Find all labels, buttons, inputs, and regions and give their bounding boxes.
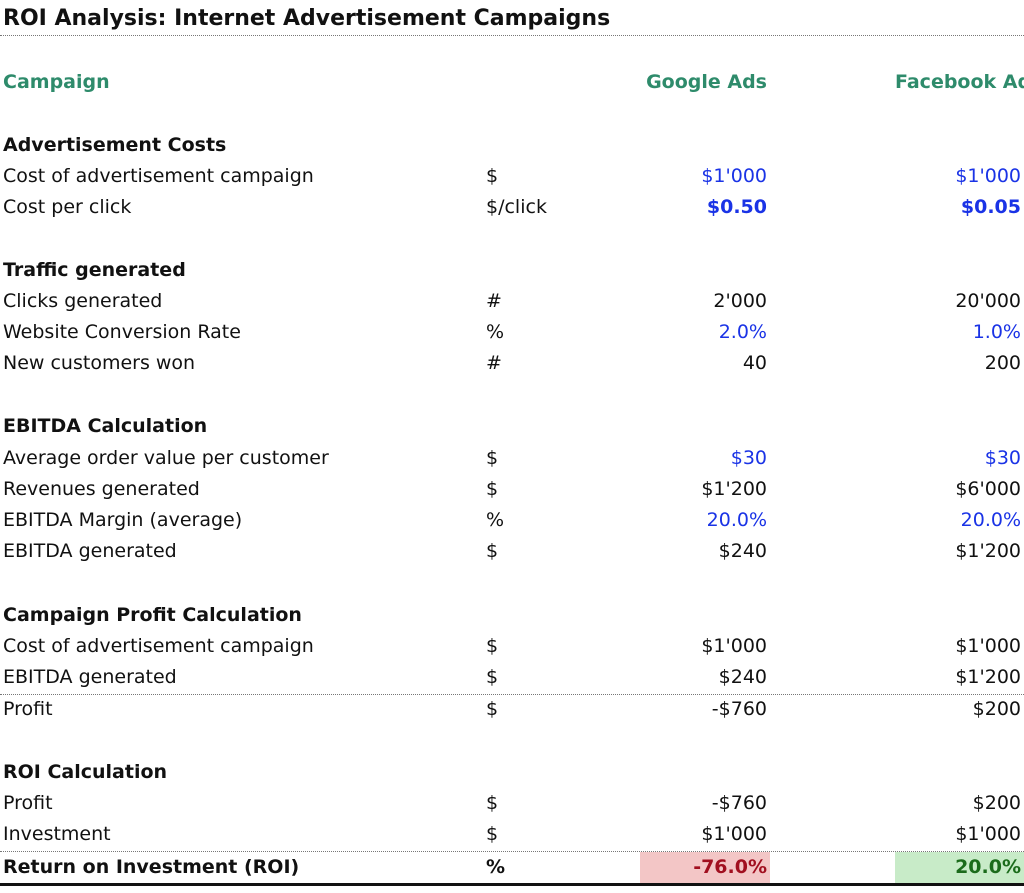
- row-unit: $: [486, 792, 499, 814]
- subtotal-divider: [0, 694, 1024, 695]
- facebook-ads-value[interactable]: $0.05: [960, 196, 1021, 218]
- google-ads-value[interactable]: $240: [718, 540, 767, 562]
- row-label: Revenues generated: [3, 478, 200, 500]
- row-unit: %: [486, 856, 506, 878]
- row-label: Return on Investment (ROI): [3, 856, 300, 878]
- row-unit: $: [486, 540, 499, 562]
- table-row: Profit $ -$760 $200: [0, 788, 1024, 819]
- google-ads-value[interactable]: 2'000: [713, 290, 767, 312]
- row-unit: $: [486, 165, 499, 187]
- facebook-ads-value[interactable]: $1'000: [955, 823, 1021, 845]
- google-ads-value[interactable]: $0.50: [706, 196, 767, 218]
- row-label: Profit: [3, 792, 53, 814]
- table-row: Website Conversion Rate % 2.0% 1.0%: [0, 317, 1024, 348]
- facebook-ads-value[interactable]: $6'000: [955, 478, 1021, 500]
- sheet-title: ROI Analysis: Internet Advertisement Cam…: [3, 6, 611, 31]
- row-unit: $: [486, 478, 499, 500]
- facebook-ads-value[interactable]: $1'000: [955, 165, 1021, 187]
- facebook-ads-value[interactable]: $1'200: [955, 540, 1021, 562]
- row-unit: #: [486, 290, 502, 312]
- facebook-ads-value[interactable]: $200: [972, 698, 1021, 720]
- campaign-header-label: Campaign: [3, 71, 110, 93]
- row-label: Investment: [3, 823, 111, 845]
- facebook-ads-value[interactable]: 20'000: [955, 290, 1021, 312]
- row-label: Clicks generated: [3, 290, 163, 312]
- google-ads-value[interactable]: 40: [742, 352, 767, 374]
- section-title: EBITDA Calculation: [3, 415, 208, 437]
- table-row: Revenues generated $ $1'200 $6'000: [0, 474, 1024, 505]
- row-label: Website Conversion Rate: [3, 321, 241, 343]
- table-row: New customers won # 40 200: [0, 348, 1024, 379]
- section-heading-ebitda-calculation: EBITDA Calculation: [0, 411, 1024, 442]
- google-ads-roi-value[interactable]: -76.0%: [640, 852, 770, 883]
- section-heading-roi-calculation: ROI Calculation: [0, 757, 1024, 788]
- section-title: Advertisement Costs: [3, 134, 227, 156]
- google-ads-value[interactable]: 2.0%: [718, 321, 767, 343]
- row-unit: $: [486, 635, 499, 657]
- facebook-ads-value[interactable]: 200: [984, 352, 1021, 374]
- google-ads-header: Google Ads: [646, 71, 767, 93]
- table-row: Profit $ -$760 $200: [0, 694, 1024, 725]
- facebook-ads-roi-value[interactable]: 20.0%: [895, 852, 1024, 883]
- row-label: Average order value per customer: [3, 447, 329, 469]
- google-ads-value[interactable]: $1'200: [701, 478, 767, 500]
- table-row: Investment $ $1'000 $1'000: [0, 819, 1024, 850]
- table-row: Cost of advertisement campaign $ $1'000 …: [0, 631, 1024, 662]
- row-label: New customers won: [3, 352, 196, 374]
- row-unit: %: [486, 321, 505, 343]
- title-divider: [0, 35, 1024, 36]
- google-ads-value[interactable]: $1'000: [701, 635, 767, 657]
- section-title: ROI Calculation: [3, 761, 168, 783]
- total-divider: [0, 851, 1024, 852]
- facebook-ads-value[interactable]: $1'000: [955, 635, 1021, 657]
- row-unit: $: [486, 698, 499, 720]
- google-ads-value[interactable]: -$760: [711, 792, 767, 814]
- row-label: Cost of advertisement campaign: [3, 635, 314, 657]
- facebook-ads-value[interactable]: $200: [972, 792, 1021, 814]
- google-ads-value[interactable]: -$760: [711, 698, 767, 720]
- table-row: Clicks generated # 2'000 20'000: [0, 286, 1024, 317]
- facebook-ads-value[interactable]: $1'200: [955, 666, 1021, 688]
- row-label: EBITDA generated: [3, 666, 177, 688]
- section-title: Campaign Profit Calculation: [3, 604, 302, 626]
- row-label: Cost per click: [3, 196, 132, 218]
- facebook-ads-header: Facebook Ads: [895, 71, 1024, 93]
- row-label: EBITDA generated: [3, 540, 177, 562]
- table-row: Cost per click $/click $0.50 $0.05: [0, 192, 1024, 223]
- row-unit: $: [486, 666, 499, 688]
- google-ads-value[interactable]: $30: [730, 447, 767, 469]
- row-unit: %: [486, 509, 505, 531]
- row-unit: $/click: [486, 196, 547, 218]
- row-unit: #: [486, 352, 502, 374]
- google-ads-value[interactable]: $1'000: [701, 165, 767, 187]
- section-heading-campaign-profit: Campaign Profit Calculation: [0, 600, 1024, 631]
- campaign-header-row: Campaign Google Ads Facebook Ads: [0, 67, 1024, 98]
- row-label: EBITDA Margin (average): [3, 509, 243, 531]
- facebook-ads-value[interactable]: 20.0%: [960, 509, 1021, 531]
- table-row: EBITDA generated $ $240 $1'200: [0, 536, 1024, 567]
- table-row: EBITDA Margin (average) % 20.0% 20.0%: [0, 505, 1024, 536]
- section-title: Traffic generated: [3, 259, 186, 281]
- table-row: EBITDA generated $ $240 $1'200: [0, 662, 1024, 693]
- facebook-ads-value[interactable]: $30: [984, 447, 1021, 469]
- row-label: Cost of advertisement campaign: [3, 165, 314, 187]
- row-label: Profit: [3, 698, 53, 720]
- google-ads-value[interactable]: 20.0%: [706, 509, 767, 531]
- section-heading-advertisement-costs: Advertisement Costs: [0, 130, 1024, 161]
- google-ads-value[interactable]: $240: [718, 666, 767, 688]
- facebook-ads-value[interactable]: 1.0%: [972, 321, 1021, 343]
- roi-result-row: Return on Investment (ROI) % -76.0% 20.0…: [0, 852, 1024, 883]
- google-ads-value[interactable]: $1'000: [701, 823, 767, 845]
- table-row: Average order value per customer $ $30 $…: [0, 443, 1024, 474]
- row-unit: $: [486, 823, 499, 845]
- section-heading-traffic-generated: Traffic generated: [0, 255, 1024, 286]
- bottom-border: [0, 883, 1024, 886]
- row-unit: $: [486, 447, 499, 469]
- table-row: Cost of advertisement campaign $ $1'000 …: [0, 161, 1024, 192]
